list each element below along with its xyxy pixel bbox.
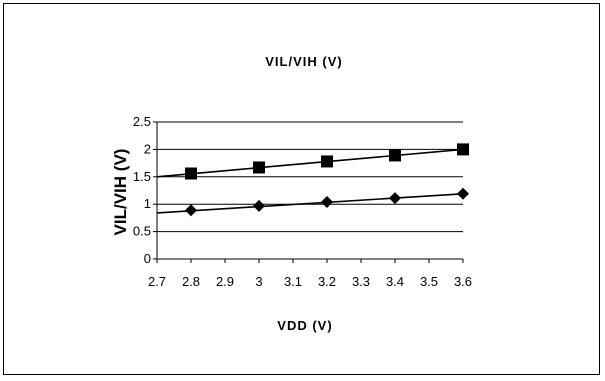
y-tick-label-2: 1 [144,196,151,211]
marker-square-1 [253,161,265,174]
y-tick-label-0: 0 [144,251,151,266]
marker-diamond-2 [321,196,333,209]
marker-square-0 [185,167,197,180]
marker-square-3 [389,149,401,162]
marker-square-4 [457,143,469,156]
x-tick-label-6: 3.3 [352,274,370,289]
y-tick-label-4: 2 [144,141,151,156]
y-tick-label-1: 0.5 [133,224,151,239]
marker-diamond-4 [457,187,469,200]
y-tick-label-3: 1.5 [133,169,151,184]
axes [153,121,464,263]
trendline-0 [156,148,464,178]
marker-diamond-0 [185,204,197,217]
x-tick-label-4: 3.1 [284,274,302,289]
x-tick-label-0: 2.7 [148,274,166,289]
y-axis-title: VIL/VIH (V) [111,149,130,236]
x-tick-label-9: 3.6 [454,274,472,289]
grid [157,121,463,260]
chart-title: VIL/VIH (V) [265,54,342,69]
x-tick-label-5: 3.2 [318,274,336,289]
x-tick-label-7: 3.4 [386,274,404,289]
marker-diamond-3 [389,192,401,205]
trendline-1 [156,192,464,214]
markers [185,143,469,217]
marker-diamond-1 [253,199,265,212]
x-tick-label-3: 3 [255,274,262,289]
x-tick-label-8: 3.5 [420,274,438,289]
tick-labels: 0 0.5 1 1.5 2 2.5 2.7 2.8 2.9 3 3.1 3.2 3.3 3.4 3.5 3.6 [133,114,472,289]
x-tick-label-1: 2.8 [182,274,200,289]
marker-square-2 [321,155,333,168]
y-tick-label-5: 2.5 [133,114,151,129]
x-axis-title: VDD (V) [277,318,332,333]
x-tick-label-2: 2.9 [216,274,234,289]
chart-frame [3,3,600,375]
trendlines [156,148,464,214]
